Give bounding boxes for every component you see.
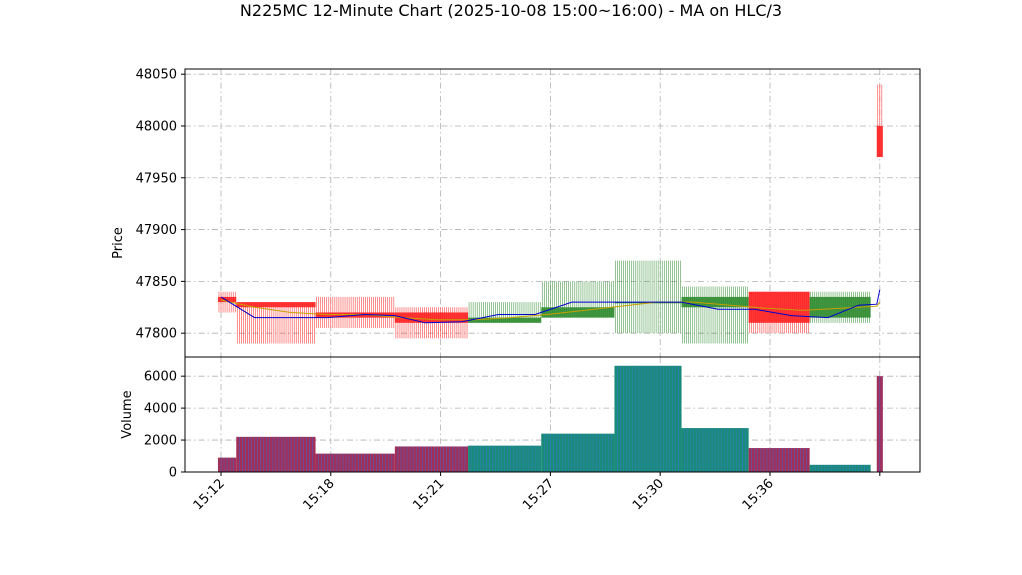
- volume-ytick-label: 0: [169, 466, 177, 481]
- volume-bars: [217, 365, 883, 472]
- price-axis-label: Price: [111, 227, 126, 259]
- xtick-label: 15:12: [191, 476, 228, 513]
- volume-ytick-label: 2000: [144, 434, 177, 449]
- price-ytick-label: 47800: [136, 327, 177, 342]
- xtick-label: 15:18: [301, 476, 338, 513]
- candle-body: [468, 317, 542, 323]
- candle-body: [541, 307, 615, 318]
- candle-body: [876, 125, 883, 158]
- price-ytick-label: 47850: [136, 275, 177, 290]
- chart-title: N225MC 12-Minute Chart (2025-10-08 15:00…: [239, 1, 783, 20]
- price-ytick-label: 48000: [136, 119, 177, 134]
- volume-axis-label: Volume: [120, 390, 135, 438]
- xtick-label: 15:21: [410, 476, 447, 513]
- price-ytick-label: 47950: [136, 171, 177, 186]
- xtick-label: 15:27: [520, 476, 557, 513]
- volume-ytick-label: 4000: [144, 402, 177, 417]
- candle-body: [681, 296, 749, 308]
- price-bars: [217, 84, 883, 344]
- candle-body: [236, 302, 316, 308]
- xtick-label: 15:30: [630, 476, 667, 513]
- ma-long-line: [220, 299, 881, 321]
- price-ytick-label: 48050: [136, 68, 177, 83]
- moving-average-lines: [220, 289, 881, 324]
- candle-body: [394, 312, 469, 323]
- candle-body: [217, 296, 237, 303]
- candle-body: [809, 296, 871, 318]
- volume-ytick-label: 6000: [144, 370, 177, 385]
- volume-panel-frame: [184, 356, 921, 473]
- price-ytick-label: 47900: [136, 223, 177, 238]
- ma-short-line: [220, 289, 881, 324]
- xtick-label: 15:36: [740, 476, 777, 513]
- panel-frames: [184, 68, 921, 473]
